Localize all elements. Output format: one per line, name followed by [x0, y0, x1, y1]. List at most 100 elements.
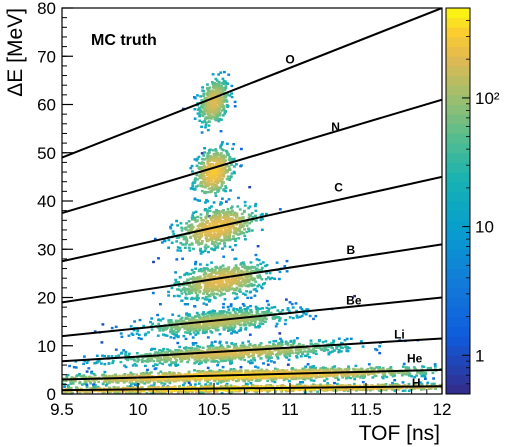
histogram-cell [85, 361, 89, 364]
histogram-cell [178, 328, 181, 331]
histogram-cell [209, 282, 213, 285]
histogram-cell [158, 352, 162, 355]
histogram-cell [230, 332, 233, 335]
histogram-cell [220, 322, 224, 325]
histogram-cell [231, 224, 235, 227]
histogram-cell [101, 382, 105, 386]
histogram-cell [182, 281, 186, 284]
histogram-cell [177, 236, 181, 239]
histogram-cell [211, 241, 214, 244]
histogram-cell [265, 272, 268, 275]
histogram-cell [215, 210, 219, 214]
histogram-cell [206, 211, 209, 214]
histogram-cell [232, 231, 236, 234]
histogram-cell [234, 239, 237, 242]
histogram-cell [219, 213, 222, 217]
histogram-cell [226, 320, 229, 323]
histogram-cell [240, 352, 243, 355]
histogram-cell [245, 309, 249, 313]
histogram-cell [200, 131, 204, 134]
histogram-cell [198, 199, 201, 202]
histogram-cell [106, 382, 109, 385]
histogram-cell [224, 285, 228, 288]
histogram-cell [215, 266, 219, 269]
histogram-cell [225, 142, 229, 145]
histogram-cell [129, 325, 133, 328]
histogram-cell [191, 325, 195, 328]
histogram-cell [218, 353, 222, 356]
histogram-cell [254, 305, 258, 308]
histogram-cell [146, 368, 149, 372]
histogram-cell [215, 158, 218, 161]
histogram-cell [192, 234, 195, 237]
histogram-cell [226, 170, 229, 173]
histogram-cell [136, 329, 140, 332]
histogram-cell [136, 379, 140, 383]
histogram-cell [264, 351, 267, 355]
histogram-cell [217, 175, 221, 179]
histogram-cell [210, 171, 214, 174]
histogram-cell [228, 210, 231, 214]
histogram-cell [238, 275, 241, 279]
histogram-cell [203, 107, 206, 111]
histogram-cell [203, 191, 207, 194]
histogram-cell [188, 249, 192, 252]
histogram-cell [199, 356, 203, 359]
histogram-cell [190, 290, 194, 293]
histogram-cell [250, 212, 254, 215]
histogram-cell [171, 313, 175, 316]
histogram-cell [202, 226, 205, 229]
histogram-cell [238, 353, 241, 356]
histogram-cell [201, 329, 205, 332]
histogram-cell [110, 355, 114, 358]
histogram-cell [227, 215, 230, 218]
histogram-cell [202, 175, 206, 178]
histogram-cell [237, 237, 241, 240]
histogram-cell [244, 279, 248, 282]
histogram-cell [219, 265, 223, 269]
histogram-cell [239, 358, 243, 361]
histogram-cell [265, 299, 269, 303]
histogram-cell [232, 307, 236, 310]
histogram-cell [219, 86, 222, 89]
histogram-cell [190, 216, 194, 219]
histogram-cell [208, 215, 211, 218]
histogram-cell [189, 228, 192, 231]
histogram-cell [220, 291, 223, 294]
histogram-cell [167, 290, 170, 294]
histogram-cell [267, 276, 270, 279]
histogram-cell [277, 342, 281, 345]
histogram-cell [166, 348, 169, 351]
histogram-cell [285, 259, 289, 263]
histogram-cell [213, 310, 217, 313]
histogram-cell [198, 119, 202, 122]
histogram-cell [224, 213, 227, 216]
histogram-cell [231, 159, 235, 162]
histogram-cell [213, 177, 217, 180]
histogram-cell [231, 147, 234, 151]
histogram-cell [278, 277, 281, 281]
histogram-cell [256, 312, 260, 316]
histogram-cell [220, 210, 224, 213]
histogram-cell [220, 109, 224, 112]
histogram-cell [232, 309, 235, 312]
histogram-cell [202, 105, 206, 108]
histogram-cell [227, 329, 230, 332]
histogram-cell [34, 385, 37, 387]
histogram-cell [333, 365, 337, 368]
histogram-cell [300, 314, 304, 318]
histogram-cell [201, 331, 205, 334]
histogram-cell [228, 226, 232, 229]
histogram-cell [245, 224, 249, 227]
histogram-cell [274, 339, 278, 343]
histogram-cell [353, 294, 356, 298]
histogram-cell [172, 232, 176, 236]
histogram-cell [225, 210, 229, 214]
histogram-cell [222, 322, 226, 326]
histogram-cell [202, 323, 205, 326]
histogram-cell [285, 353, 288, 356]
histogram-cell [182, 319, 186, 322]
histogram-cell [341, 376, 345, 379]
histogram-cell [267, 312, 271, 315]
histogram-cell [264, 320, 267, 323]
